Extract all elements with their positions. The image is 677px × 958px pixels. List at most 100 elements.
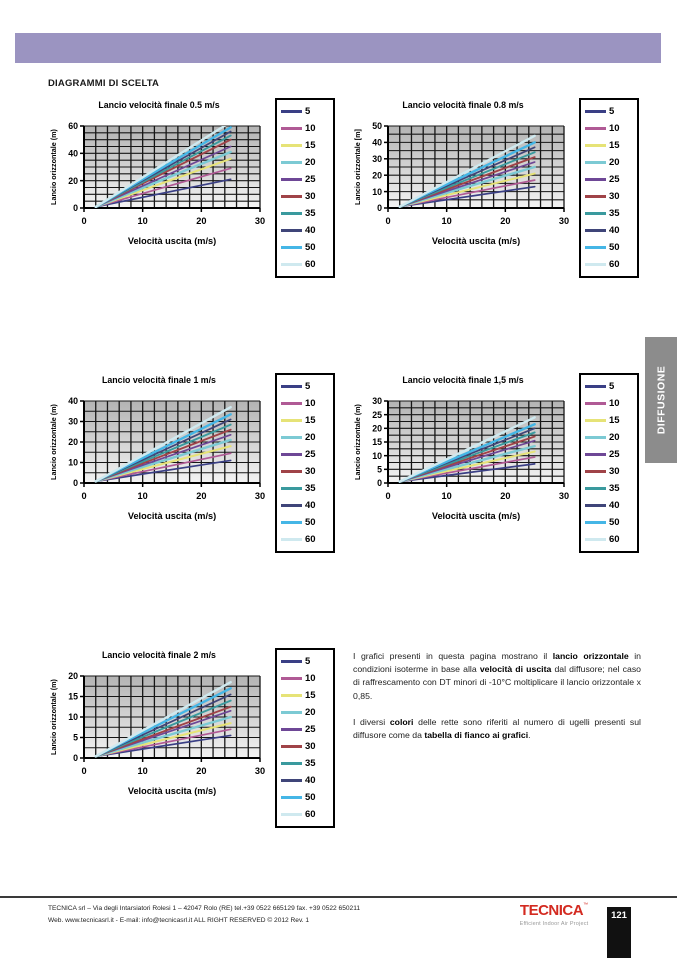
footer-contacts-line: Web. www.tecnicasrl.it - E-mail: info@te… (48, 916, 310, 924)
tecnica-logo: TECNICA™ Efficient Indoor Air Project (508, 902, 600, 927)
svg-text:Lancio orizzontale (m): Lancio orizzontale (m) (49, 128, 58, 204)
legend-label: 25 (305, 449, 316, 460)
svg-text:10: 10 (372, 187, 382, 197)
svg-text:40: 40 (68, 396, 78, 406)
legend-entry-20: 20 (281, 432, 331, 443)
logo-wordmark: TECNICA (519, 902, 584, 919)
legend-line-swatch (585, 419, 606, 422)
legend-line-swatch (585, 453, 606, 456)
svg-text:0: 0 (73, 753, 78, 763)
chart-title: Lancio velocità finale 2 m/s (102, 650, 216, 660)
legend-line-swatch (281, 212, 302, 215)
legend-label: 15 (609, 140, 620, 151)
legend-label: 20 (609, 432, 620, 443)
legend-entry-20: 20 (281, 707, 331, 718)
legend-label: 20 (305, 157, 316, 168)
legend-label: 20 (305, 707, 316, 718)
legend-line-swatch (281, 178, 302, 181)
legend-entry-50: 50 (585, 517, 635, 528)
legend-line-swatch (585, 229, 606, 232)
page-number-tab: 121 (607, 907, 631, 958)
svg-text:10: 10 (138, 491, 148, 501)
legend-entry-25: 25 (281, 174, 331, 185)
svg-text:0: 0 (73, 478, 78, 488)
svg-text:20: 20 (68, 176, 78, 186)
svg-text:Lancio orizzontale (m): Lancio orizzontale (m) (49, 403, 58, 479)
legend-entry-15: 15 (281, 140, 331, 151)
svg-text:Lancio orizzontale (m): Lancio orizzontale (m) (49, 678, 58, 754)
header-bar (15, 33, 661, 63)
legend-entry-50: 50 (281, 517, 331, 528)
legend-line-swatch (281, 711, 302, 714)
legend-label: 50 (609, 242, 620, 253)
legend-label: 30 (609, 466, 620, 477)
svg-text:20: 20 (500, 491, 510, 501)
legend-line-swatch (281, 385, 302, 388)
legend-line-swatch (585, 246, 606, 249)
svg-text:5: 5 (73, 733, 78, 743)
legend-entry-20: 20 (585, 432, 635, 443)
legend-entry-50: 50 (281, 242, 331, 253)
legend-label: 20 (609, 157, 620, 168)
legend-entry-15: 15 (585, 415, 635, 426)
legend-label: 5 (305, 381, 311, 392)
svg-text:40: 40 (372, 138, 382, 148)
footer-address-line: TECNICA srl – Via degli Intarsiatori Rol… (48, 905, 361, 912)
chart-plot: 0 5 10 15 20 25 30 0 10 20 30 Lancio orizzontale (m… (353, 396, 569, 521)
legend-line-swatch (281, 521, 302, 524)
legend-entry-40: 40 (281, 775, 331, 786)
legend-label: 35 (305, 483, 316, 494)
svg-text:20: 20 (372, 170, 382, 180)
legend-line-swatch (281, 161, 302, 164)
svg-text:0: 0 (73, 203, 78, 213)
legend-line-swatch (281, 694, 302, 697)
side-tab-diffusione: DIFFUSIONE (645, 337, 677, 463)
legend-line-swatch (281, 813, 302, 816)
legend-entry-10: 10 (281, 673, 331, 684)
legend-line-swatch (281, 419, 302, 422)
svg-text:Velocità uscita (m/s): Velocità uscita (m/s) (128, 236, 216, 246)
svg-text:10: 10 (138, 216, 148, 226)
legend-entry-25: 25 (281, 724, 331, 735)
svg-text:25: 25 (372, 410, 382, 420)
page-number: 121 (611, 910, 627, 921)
legend-label: 40 (609, 500, 620, 511)
legend-line-swatch (585, 212, 606, 215)
legend-line-swatch (585, 385, 606, 388)
svg-text:10: 10 (442, 216, 452, 226)
legend-label: 15 (305, 140, 316, 151)
legend-label: 15 (305, 415, 316, 426)
legend-entry-10: 10 (281, 398, 331, 409)
svg-text:30: 30 (559, 491, 569, 501)
legend-entry-5: 5 (281, 106, 331, 117)
legend-entry-35: 35 (281, 483, 331, 494)
svg-text:Lancio orizzontale [m]: Lancio orizzontale [m] (353, 129, 362, 205)
footer-info: TECNICA srl – Via degli Intarsiatori Rol… (48, 903, 360, 927)
legend-label: 5 (609, 106, 615, 117)
legend-line-swatch (281, 779, 302, 782)
chart-title: Lancio velocità finale 1,5 m/s (402, 375, 524, 385)
svg-text:0: 0 (81, 216, 86, 226)
svg-text:10: 10 (68, 712, 78, 722)
legend-label: 5 (609, 381, 615, 392)
legend-label: 40 (305, 225, 316, 236)
svg-text:20: 20 (68, 671, 78, 681)
legend-line-swatch (585, 487, 606, 490)
legend-line-swatch (281, 402, 302, 405)
svg-text:15: 15 (68, 692, 78, 702)
svg-text:0: 0 (377, 478, 382, 488)
legend-entry-5: 5 (585, 106, 635, 117)
legend-line-swatch (585, 521, 606, 524)
svg-text:30: 30 (372, 396, 382, 406)
legend-label: 60 (609, 534, 620, 545)
legend-line-swatch (281, 677, 302, 680)
legend-line-swatch (281, 246, 302, 249)
legend-entry-35: 35 (585, 208, 635, 219)
legend-label: 25 (305, 174, 316, 185)
legend-label: 10 (609, 398, 620, 409)
chart-plot: 0 10 20 30 40 50 0 10 20 30 Lancio orizzontale [m]… (353, 121, 569, 246)
legend-entry-10: 10 (585, 398, 635, 409)
legend-line-swatch (585, 436, 606, 439)
legend-line-swatch (281, 436, 302, 439)
